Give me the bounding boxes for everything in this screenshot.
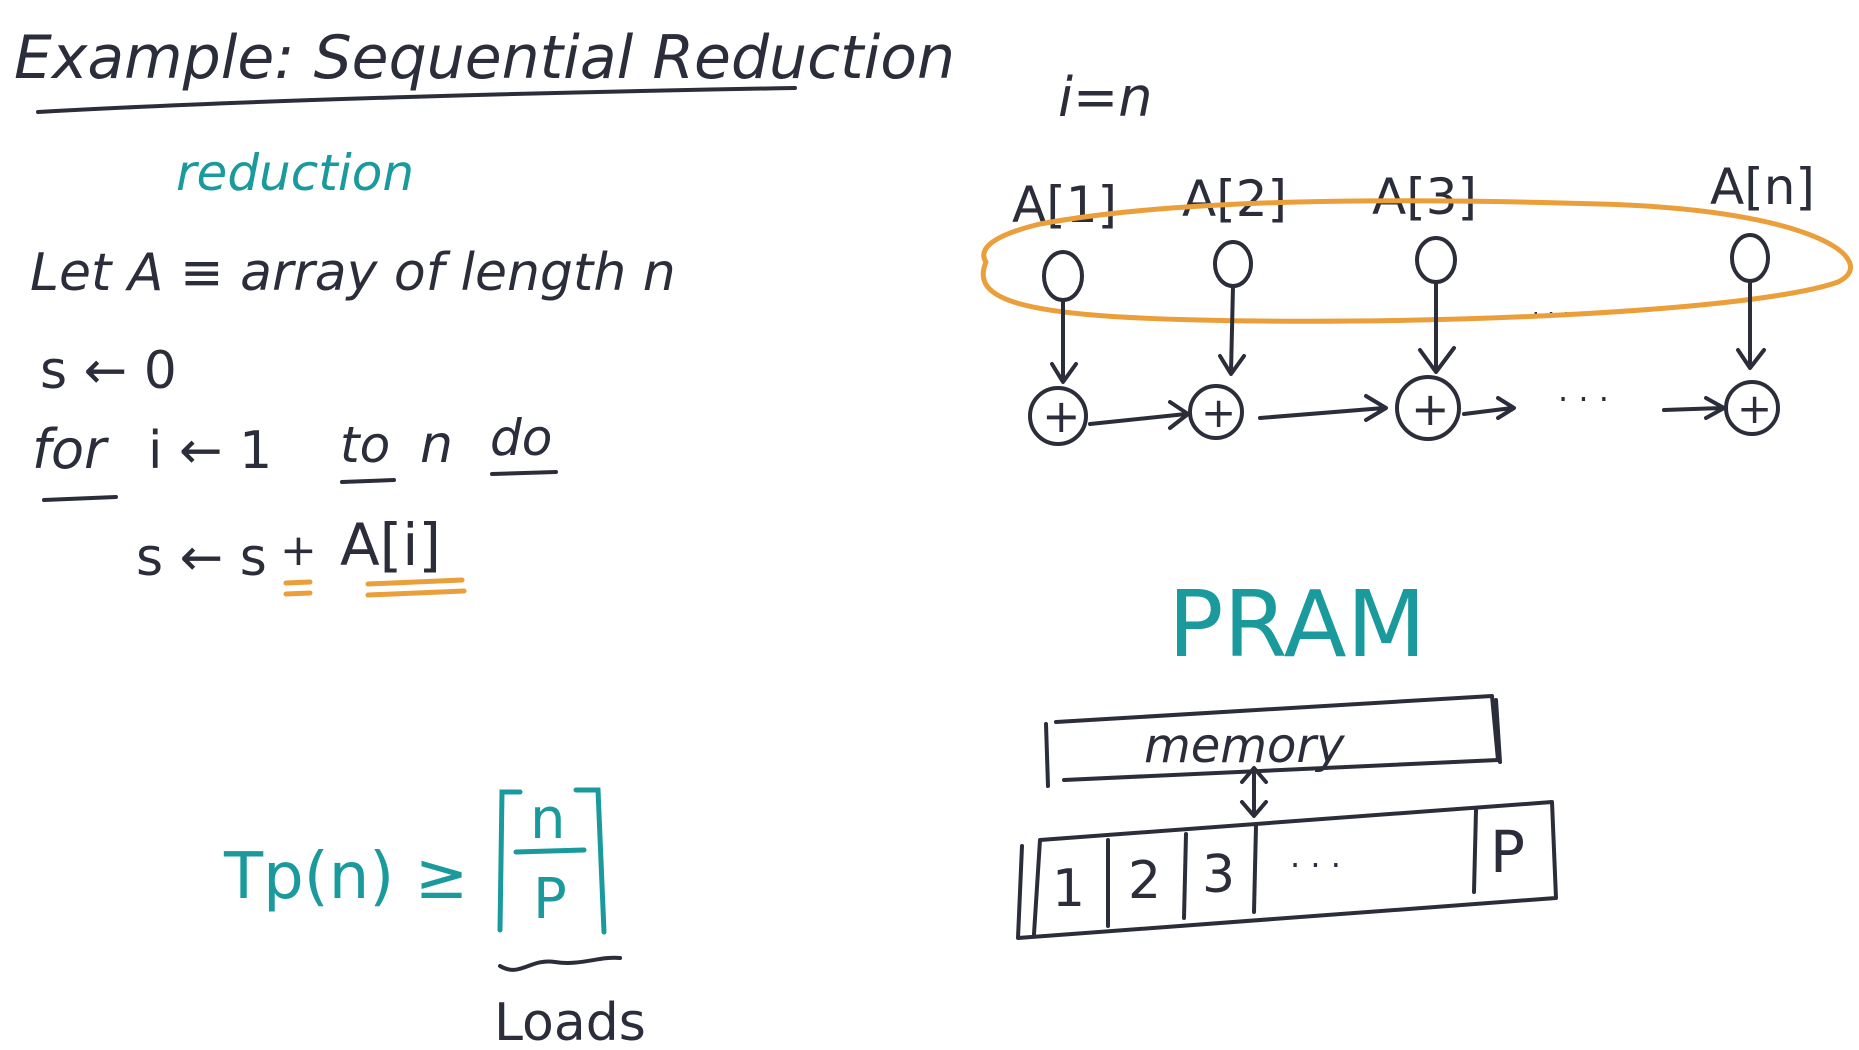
chain-arrows (1088, 394, 1726, 430)
element-node-n (1730, 233, 1770, 283)
pram-title: PRAM (1168, 571, 1426, 678)
array-highlight (365, 577, 467, 598)
processor-1: 1 (1052, 859, 1085, 919)
array-label-n: A[n] (1710, 158, 1815, 216)
plus-highlight (283, 579, 313, 597)
plus-node-3 (1395, 375, 1461, 441)
title-underline (36, 86, 797, 114)
init-line: s ← 0 (40, 341, 177, 401)
title: Example: Sequential Reduction (14, 23, 955, 93)
formula-numerator: n (530, 787, 566, 852)
for-underline (42, 495, 118, 502)
element-node-2 (1213, 240, 1253, 288)
element-node-3 (1415, 236, 1457, 284)
down-arrows (1050, 279, 1766, 384)
element-node-1 (1042, 250, 1084, 302)
ceiling-bracket-left (497, 789, 523, 933)
do-keyword: do (490, 409, 552, 467)
fraction-bar (513, 847, 587, 855)
formula-lhs: Tp(n) ≥ (223, 840, 468, 914)
plus-node-2 (1188, 384, 1244, 440)
body-lhs: s ← s (136, 528, 267, 588)
processor-array (1016, 800, 1558, 940)
array-label-3: A[3] (1372, 168, 1477, 226)
for-mid: i ← 1 (148, 421, 272, 481)
processor-p: P (1490, 818, 1525, 886)
plus-symbol-2: + (1201, 388, 1236, 437)
chain-ellipsis: · · · (1558, 380, 1609, 418)
ceiling-bracket-right (573, 787, 607, 935)
body-rhs: A[i] (340, 511, 441, 579)
for-n: n (420, 415, 453, 475)
memory-label: memory (1144, 718, 1345, 774)
processor-3: 3 (1202, 845, 1235, 905)
array-label-2: A[2] (1182, 170, 1287, 228)
to-underline (340, 478, 396, 484)
memory-box (1044, 694, 1502, 788)
plus-symbol-n: + (1737, 384, 1772, 433)
plus-symbol-3: + (1411, 382, 1450, 436)
reduction-annotation: reduction (176, 144, 414, 202)
to-keyword: to (340, 416, 390, 474)
underbrace (498, 955, 622, 972)
index-label: i=n (1058, 66, 1152, 129)
formula-denominator: P (533, 867, 567, 932)
processor-ellipsis: · · · (1290, 846, 1341, 884)
body-plus: + (280, 525, 317, 576)
elements-loop (980, 198, 1853, 324)
brace-label: Loads (494, 993, 646, 1050)
let-line: Let A ≡ array of length n (30, 243, 676, 303)
processor-2: 2 (1128, 851, 1161, 911)
for-keyword: for (32, 418, 109, 481)
plus-symbol-1: + (1042, 389, 1081, 443)
plus-node-1 (1028, 386, 1088, 446)
memory-link-arrow (1240, 766, 1268, 818)
do-underline (490, 470, 558, 476)
